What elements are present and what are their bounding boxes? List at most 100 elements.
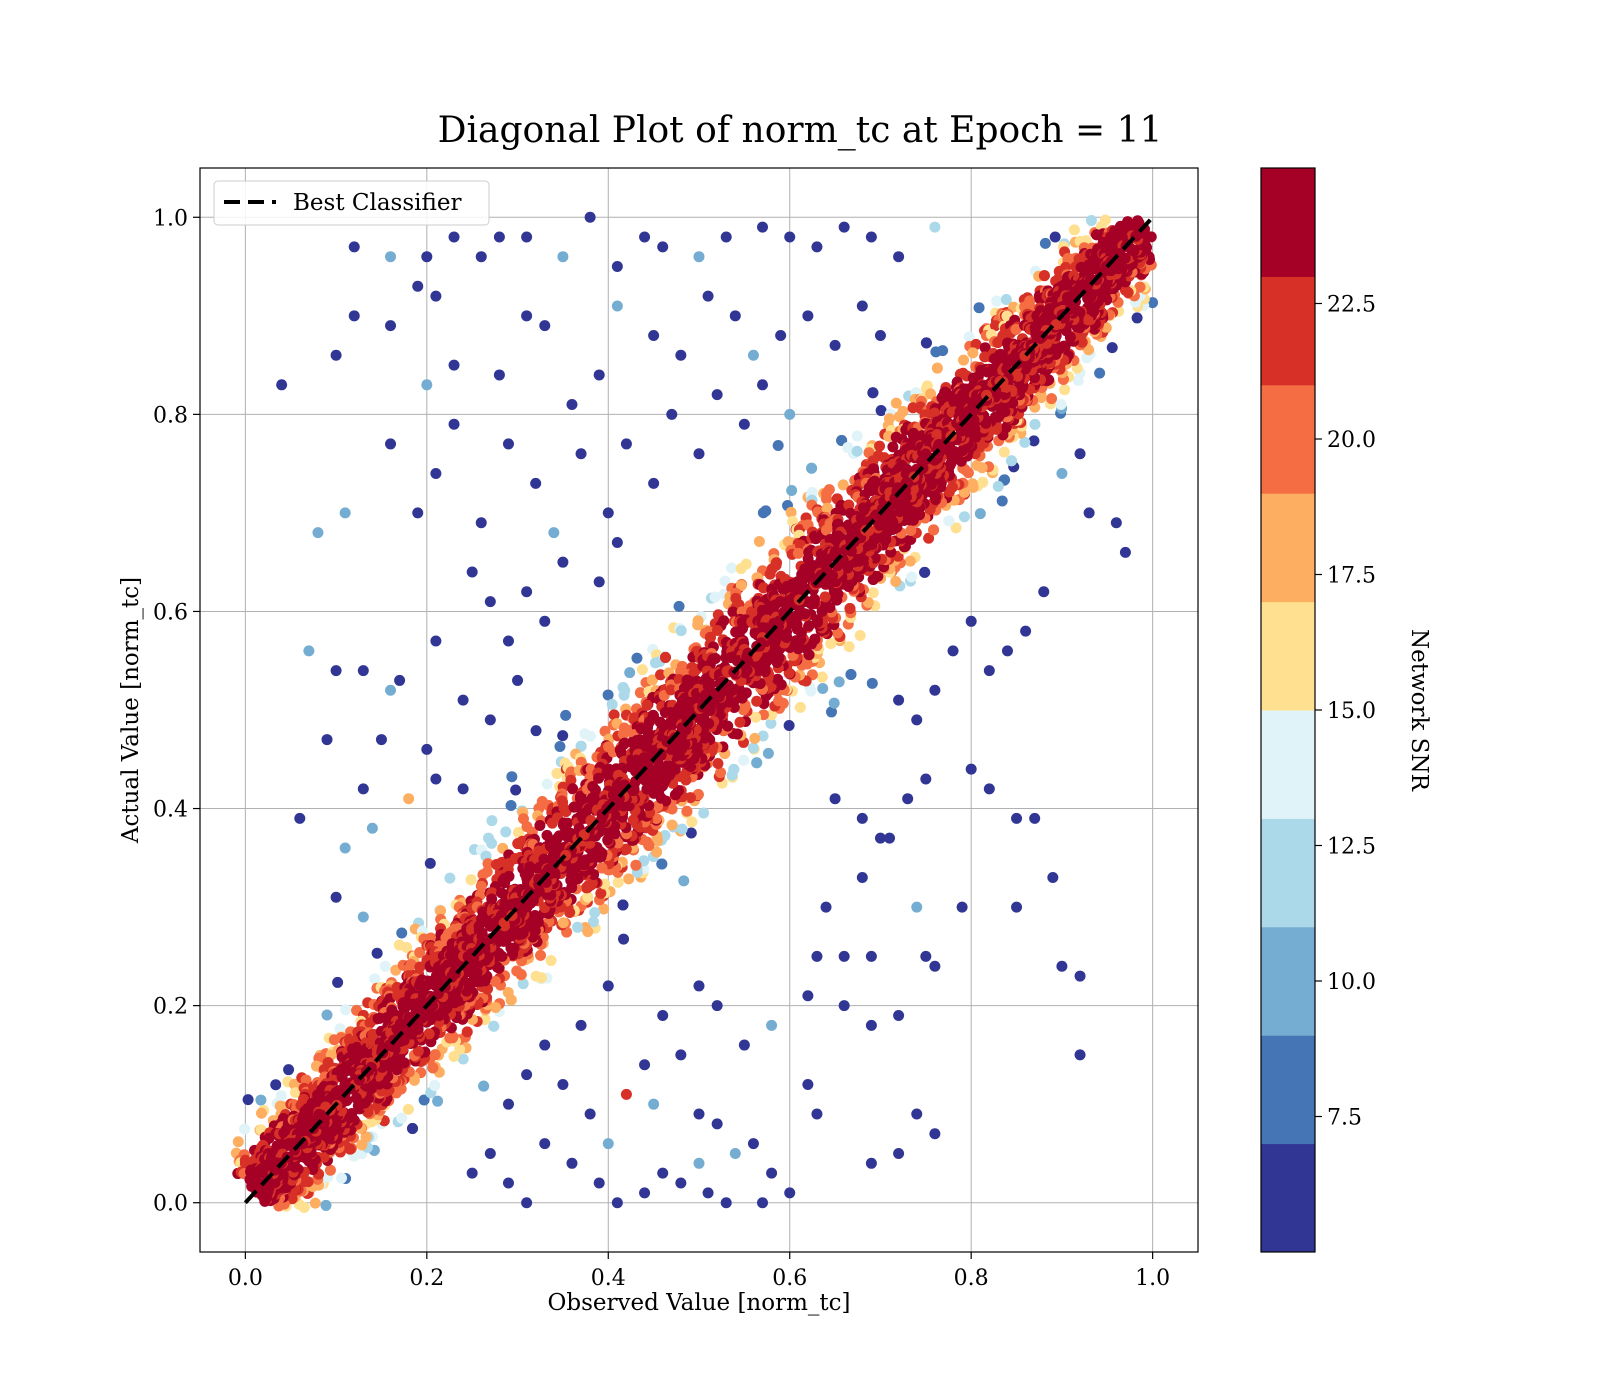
scatter-point [584, 730, 596, 742]
scatter-point [303, 645, 315, 657]
scatter-point [434, 905, 446, 917]
scatter-point [448, 231, 460, 243]
scatter-point [521, 586, 533, 598]
scatter-point [512, 674, 524, 686]
scatter-point [856, 872, 868, 884]
scatter-point [548, 527, 560, 539]
scatter-point [698, 807, 710, 819]
scatter-point [602, 689, 614, 701]
scatter-point [702, 290, 714, 302]
scatter-point [505, 942, 517, 954]
scatter-point [693, 980, 705, 992]
scatter-point [534, 819, 546, 831]
scatter-point [290, 1087, 302, 1099]
scatter-point [867, 587, 879, 599]
scatter-point [634, 687, 646, 699]
scatter-point [675, 1177, 687, 1189]
scatter-point [794, 701, 806, 713]
scatter-point [1074, 1049, 1086, 1061]
scatter-point [242, 1094, 254, 1106]
scatter-point [784, 1187, 796, 1199]
scatter-point [757, 221, 769, 233]
scatter-point [825, 638, 837, 650]
scatter-point [970, 338, 982, 350]
scatter-point [974, 508, 986, 520]
scatter-point [611, 1197, 623, 1209]
scatter-point [947, 645, 959, 657]
scatter-point [579, 921, 591, 933]
scatter-point [366, 822, 378, 834]
scatter-point [565, 774, 577, 786]
scatter-point [931, 362, 943, 374]
scatter-point [751, 757, 763, 769]
scatter-point [1106, 342, 1118, 354]
scatter-point [893, 1009, 905, 1021]
scatter-point [617, 899, 629, 911]
scatter-point [711, 1000, 723, 1012]
scatter-point [340, 1004, 352, 1016]
scatter-point [1094, 367, 1106, 379]
scatter-point [979, 342, 991, 354]
scatter-point [775, 330, 787, 342]
scatter-point [838, 221, 850, 233]
scatter-point [666, 408, 678, 420]
scatter-point [802, 1078, 814, 1090]
scatter-point [421, 743, 433, 755]
scatter-point [874, 330, 886, 342]
scatter-point [749, 732, 761, 744]
scatter-point [648, 1098, 660, 1110]
scatter-point [925, 388, 937, 400]
scatter-point [330, 891, 342, 903]
scatter-point [803, 620, 815, 632]
scatter-point [989, 320, 1001, 332]
scatter-point [919, 566, 931, 578]
scatter-point [856, 812, 868, 824]
scatter-point [394, 674, 406, 686]
scatter-point [554, 740, 566, 752]
scatter-point [816, 671, 828, 683]
scatter-point [401, 942, 413, 954]
scatter-point [475, 517, 487, 529]
scatter-point [587, 916, 599, 928]
scatter-point [833, 676, 845, 688]
scatter-point [784, 408, 796, 420]
scatter-point [806, 462, 818, 474]
scatter-point [665, 684, 677, 696]
scatter-point [511, 965, 523, 977]
scatter-point [385, 320, 397, 332]
scatter-point [557, 730, 569, 742]
scatter-point [893, 694, 905, 706]
scatter-point [639, 1059, 651, 1071]
scatter-point [681, 805, 693, 817]
scatter-point [595, 887, 607, 899]
scatter-point [735, 580, 747, 592]
scatter-point [765, 709, 777, 721]
scatter-point [348, 310, 360, 322]
scatter-point [865, 1019, 877, 1031]
scatter-point [747, 742, 759, 754]
scatter-point [448, 418, 460, 430]
scatter-point [557, 251, 569, 263]
scatter-point [1056, 960, 1068, 972]
scatter-point [357, 911, 369, 923]
scatter-point [966, 478, 978, 490]
scatter-point [832, 627, 844, 639]
scatter-point [493, 369, 505, 381]
scatter-point [1134, 281, 1146, 293]
scatter-point [583, 880, 595, 892]
scatter-point [339, 507, 351, 519]
scatter-point [617, 728, 629, 740]
scatter-point [738, 754, 750, 766]
scatter-point [757, 379, 769, 391]
scatter-point [1119, 546, 1131, 558]
scatter-point [766, 1019, 778, 1031]
scatter-point [430, 290, 442, 302]
scatter-point [430, 635, 442, 647]
scatter-point [992, 480, 1004, 492]
scatter-point [675, 349, 687, 361]
scatter-point [539, 1138, 551, 1150]
scatter-point [448, 359, 460, 371]
scatter-point [844, 602, 856, 614]
scatter-point [502, 1098, 514, 1110]
scatter-point [843, 499, 855, 511]
